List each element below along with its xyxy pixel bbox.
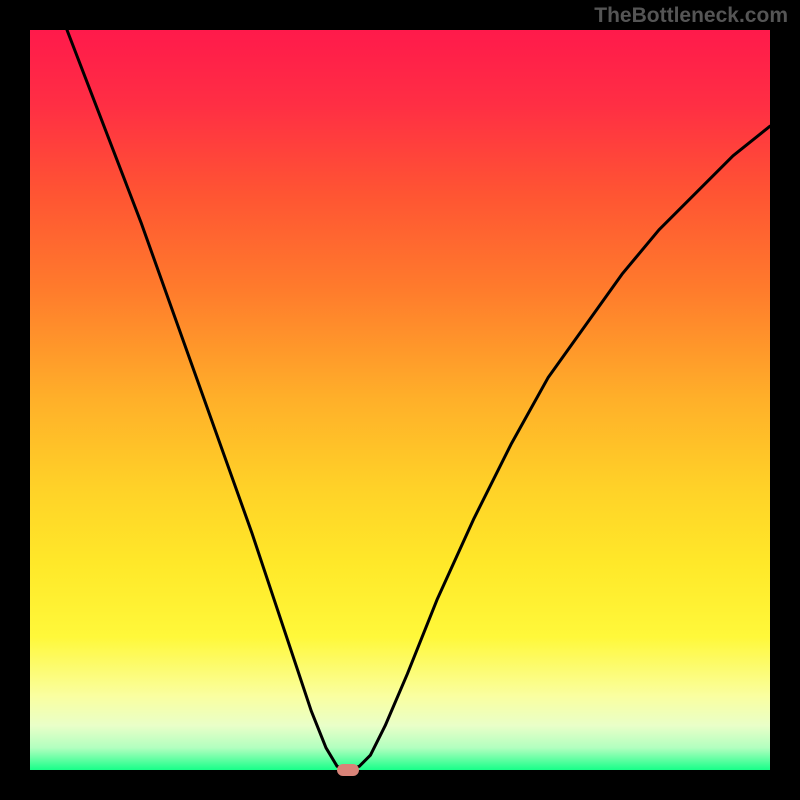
minimum-marker xyxy=(337,764,359,776)
plot-area xyxy=(30,30,770,770)
curve xyxy=(30,30,770,770)
chart-container: TheBottleneck.com xyxy=(0,0,800,800)
watermark: TheBottleneck.com xyxy=(594,4,788,28)
